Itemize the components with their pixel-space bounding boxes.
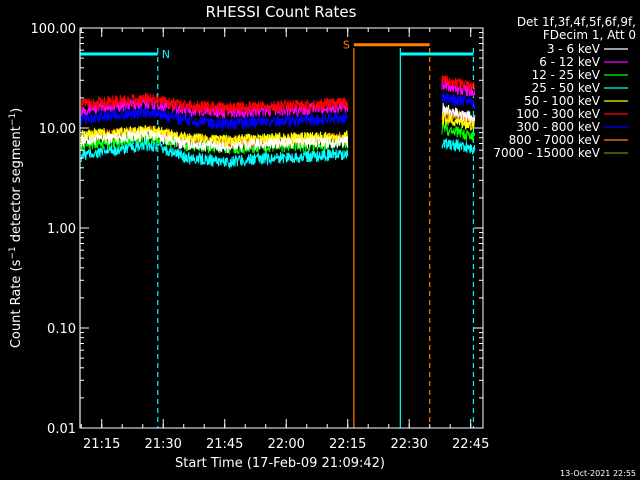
state-bar-label: N <box>162 48 170 61</box>
series-line <box>441 78 476 97</box>
series-line <box>441 137 476 155</box>
y-axis-label: Count Rate (s−1 detector segment−1) <box>8 108 24 348</box>
legend-label: 50 - 100 keV <box>524 94 601 108</box>
series-line <box>80 139 349 170</box>
legend-label: 100 - 300 keV <box>516 107 600 121</box>
legend-label: 7000 - 15000 keV <box>493 146 600 160</box>
chart-title: RHESSI Count Rates <box>206 3 357 21</box>
series-line <box>441 112 476 132</box>
legend-label: 12 - 25 keV <box>532 68 601 82</box>
series-line <box>441 121 476 142</box>
x-tick-label: 21:30 <box>144 437 181 452</box>
y-tick-label: 100.00 <box>31 22 77 37</box>
x-tick-label: 21:45 <box>206 437 243 452</box>
legend-label: 300 - 800 keV <box>516 120 600 134</box>
legend-label: 6 - 12 keV <box>539 55 601 69</box>
x-tick-label: 22:00 <box>267 437 304 452</box>
series-line <box>441 91 476 110</box>
legend-label: 25 - 50 keV <box>532 81 601 95</box>
legend-label: 800 - 7000 keV <box>509 133 601 147</box>
y-tick-label: 10.00 <box>39 122 76 137</box>
state-bar-label: S <box>343 39 350 52</box>
series-line <box>80 131 348 156</box>
x-tick-label: 22:15 <box>329 437 366 452</box>
legend-label: 3 - 6 keV <box>547 42 601 56</box>
y-tick-label: 1.00 <box>47 222 76 237</box>
y-tick-label: 0.10 <box>47 322 76 337</box>
series-layer <box>80 75 476 170</box>
x-tick-label: 21:15 <box>83 437 120 452</box>
series-line <box>80 129 349 154</box>
series-line <box>441 102 476 124</box>
plot-frame <box>79 27 484 429</box>
timestamp: 13-Oct-2021 22:55 <box>560 469 636 478</box>
series-line <box>441 75 476 93</box>
x-tick-label: 22:45 <box>452 437 489 452</box>
x-tick-label: 22:30 <box>390 437 427 452</box>
state-bars: NS <box>80 39 474 61</box>
y-tick-label: 0.01 <box>47 422 76 437</box>
x-axis-label: Start Time (17-Feb-09 21:09:42) <box>175 456 385 471</box>
legend-header-line-1: Det 1f,3f,4f,5f,6f,9f, <box>517 15 636 29</box>
series-line <box>80 92 349 114</box>
legend-header-line-2: FDecim 1, Att 0 <box>543 28 636 42</box>
axes: 0.01 0.10 1.00 10.00 100.00 21:15 21:30 21:45 22… <box>31 22 490 452</box>
